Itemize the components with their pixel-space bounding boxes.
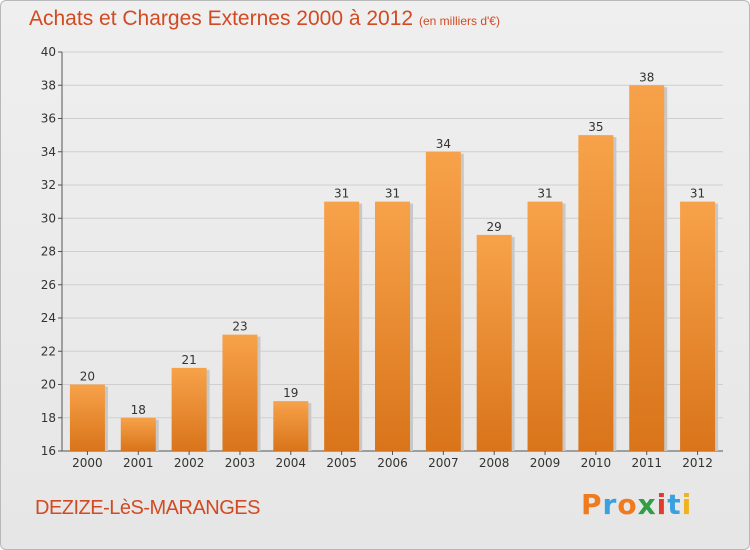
logo-letter: t (667, 488, 682, 521)
y-tick-label: 26 (41, 278, 56, 292)
chart-title: Achats et Charges Externes 2000 à 2012 (29, 7, 414, 30)
logo-letter: o (617, 488, 638, 521)
x-tick-label: 2010 (581, 456, 612, 470)
y-tick-label: 22 (41, 344, 56, 358)
value-label: 38 (639, 70, 654, 84)
y-tick-label: 24 (41, 311, 56, 325)
logo-letter: P (581, 488, 603, 521)
y-tick-label: 30 (41, 211, 56, 225)
x-tick-label: 2011 (631, 456, 662, 470)
x-tick-label: 2003 (225, 456, 256, 470)
x-tick-label: 2006 (377, 456, 408, 470)
chart-subtitle: (en milliers d'€) (419, 14, 500, 28)
x-tick-label: 2009 (530, 456, 561, 470)
y-tick-label: 34 (41, 145, 56, 159)
bar-2000 (69, 384, 105, 451)
x-tick-label: 2012 (682, 456, 713, 470)
bar-2003 (222, 334, 258, 451)
bar-2012 (680, 201, 716, 451)
x-tick-label: 2004 (276, 456, 307, 470)
value-label: 21 (181, 353, 196, 367)
bar-2002 (171, 367, 207, 451)
x-tick-label: 2008 (479, 456, 510, 470)
value-label: 31 (385, 187, 400, 201)
logo-letter: r (602, 488, 618, 521)
logo-letter: i (681, 488, 693, 521)
logo-letter: x (637, 488, 657, 521)
logo-letter: i (656, 488, 668, 521)
value-label: 20 (80, 370, 95, 384)
bar-2007 (425, 151, 461, 451)
x-tick-label: 2002 (174, 456, 205, 470)
value-label: 31 (334, 187, 349, 201)
value-label: 23 (232, 320, 247, 334)
y-tick-label: 20 (41, 378, 56, 392)
proxiti-logo: Proxiti (581, 488, 692, 521)
value-label: 31 (690, 187, 705, 201)
value-label: 19 (283, 386, 298, 400)
bar-2009 (527, 201, 563, 451)
bar-2004 (273, 401, 309, 451)
y-tick-label: 18 (41, 411, 56, 425)
y-tick-label: 16 (41, 444, 56, 458)
bar-2011 (629, 85, 665, 451)
place-name: DEZIZE-LèS-MARANGES (35, 497, 260, 519)
bar-2005 (324, 201, 360, 451)
bar-2006 (375, 201, 410, 451)
value-label: 35 (588, 120, 603, 134)
bar-2010 (578, 135, 614, 451)
x-tick-label: 2000 (72, 456, 103, 470)
y-tick-label: 36 (41, 112, 56, 126)
x-tick-label: 2001 (123, 456, 154, 470)
value-label: 34 (436, 137, 451, 151)
value-label: 31 (537, 187, 552, 201)
y-tick-label: 38 (41, 78, 56, 92)
value-label: 18 (131, 403, 146, 417)
y-tick-label: 28 (41, 245, 56, 259)
x-tick-label: 2005 (326, 456, 357, 470)
bar-2001 (120, 417, 156, 451)
bar-2008 (476, 234, 512, 451)
value-label: 29 (487, 220, 502, 234)
y-tick-label: 32 (41, 178, 56, 192)
x-tick-label: 2007 (428, 456, 459, 470)
y-tick-label: 40 (41, 45, 56, 59)
